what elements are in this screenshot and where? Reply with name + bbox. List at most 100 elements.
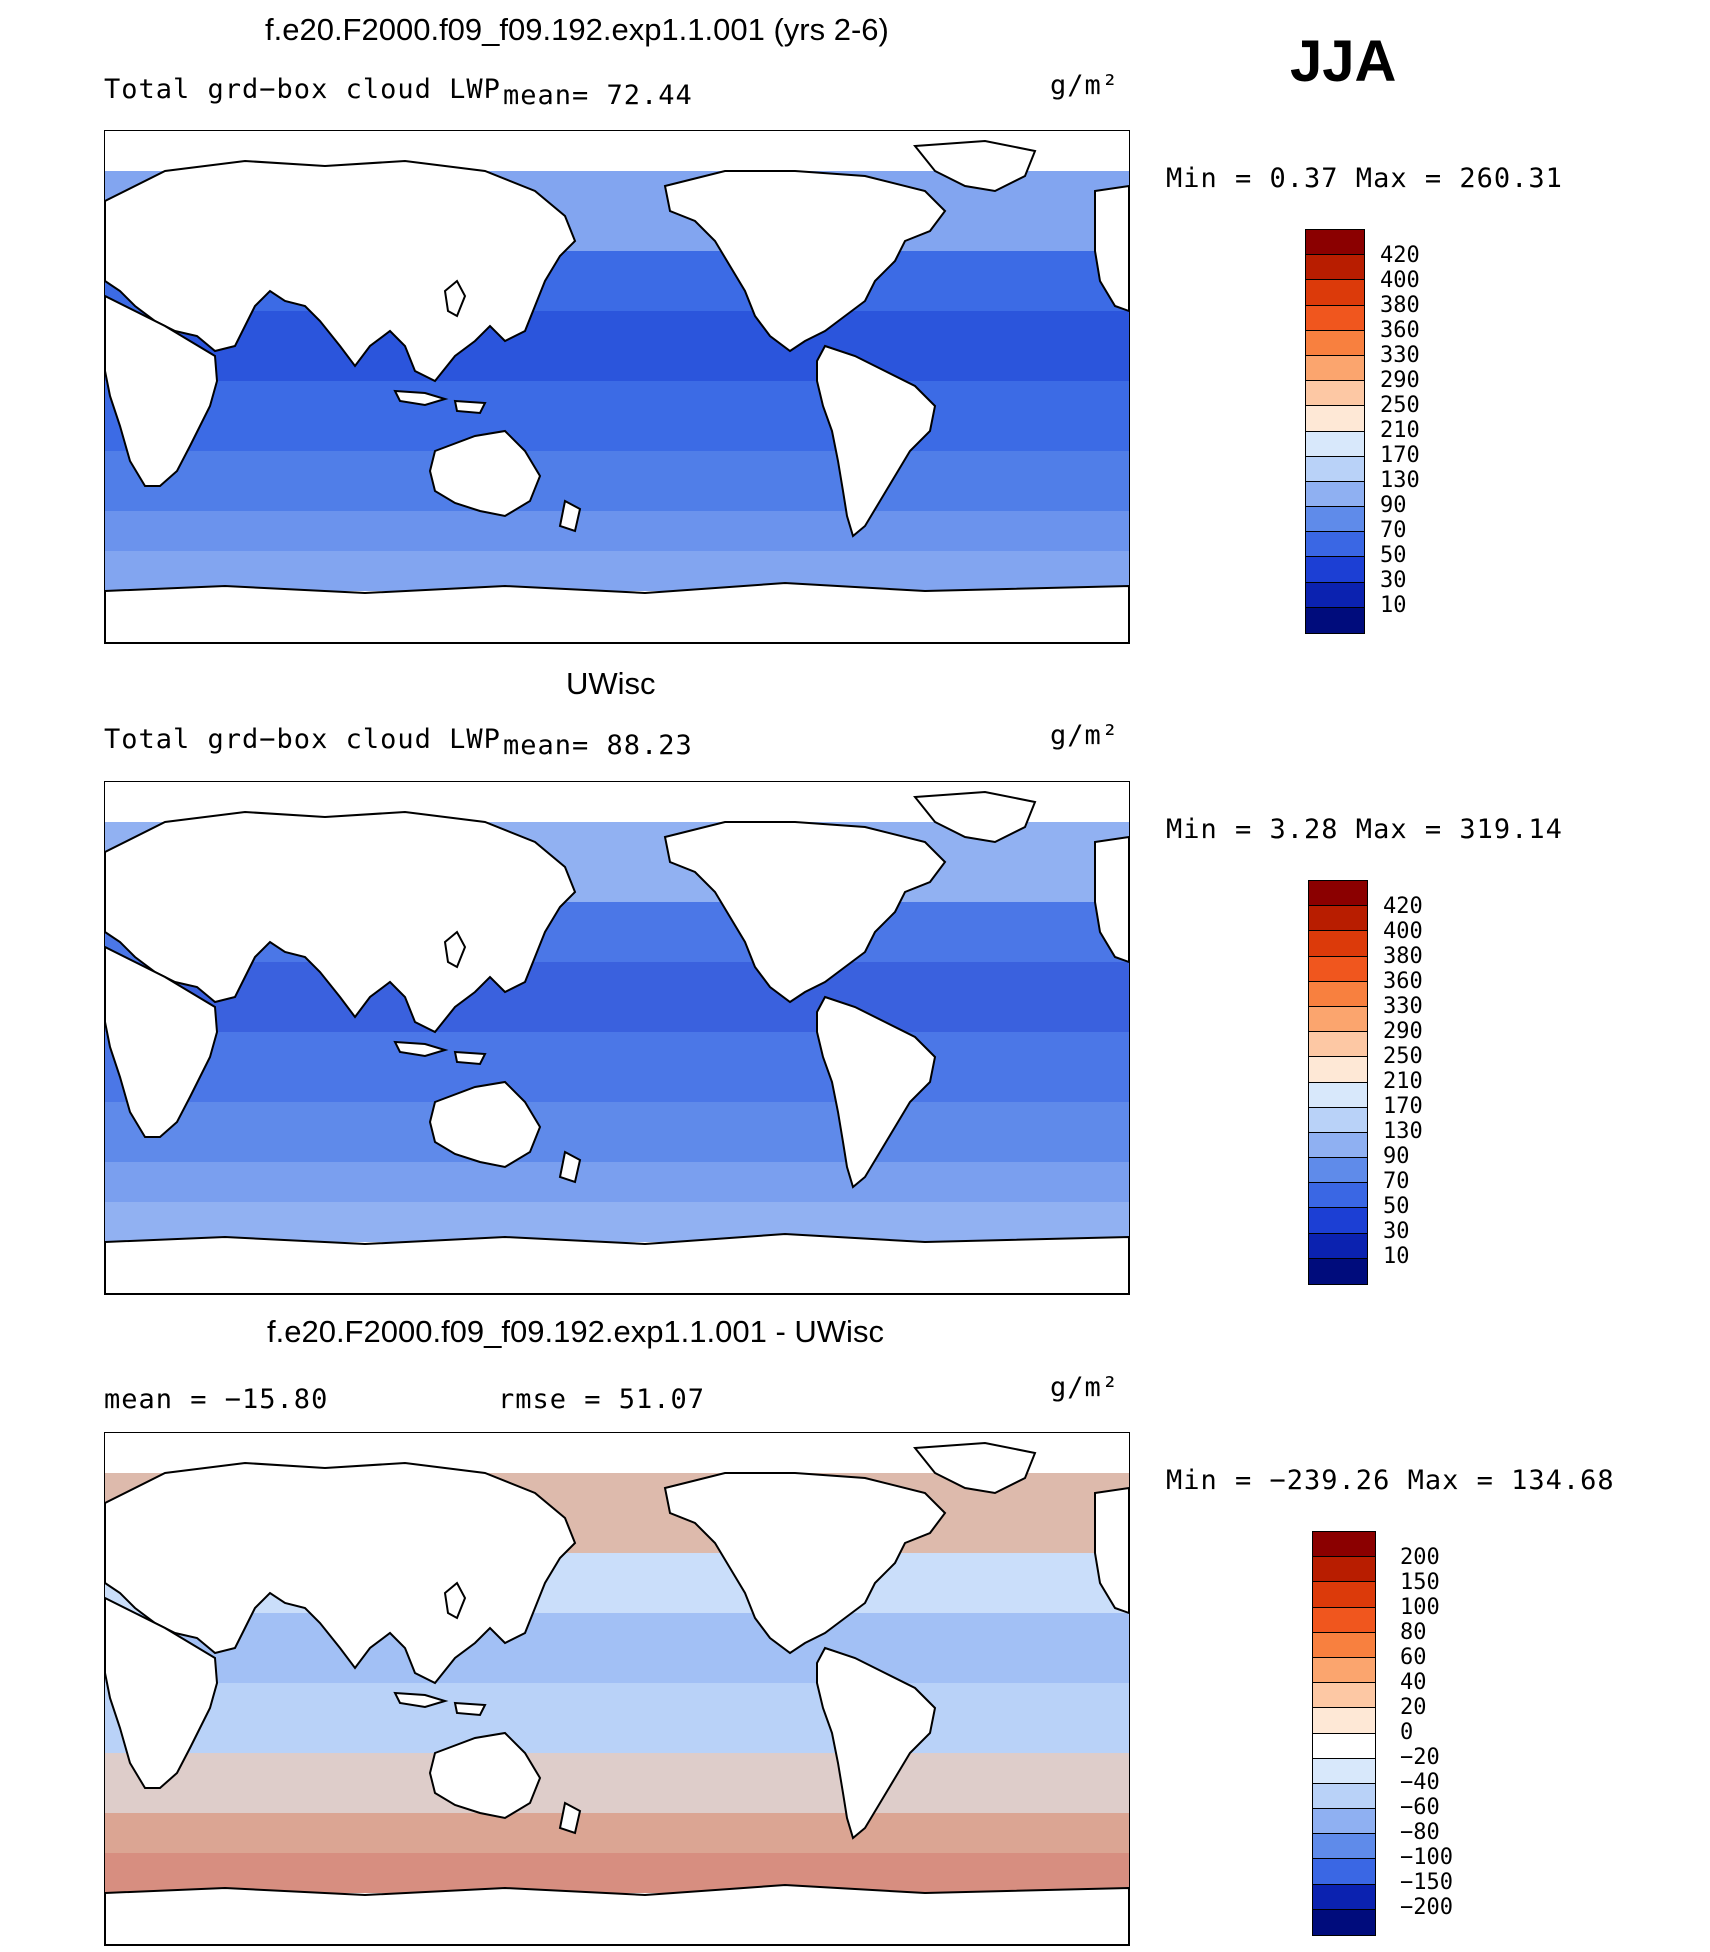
colorbar-swatch <box>1309 881 1367 907</box>
panel2-field-label: Total grd−box cloud LWP <box>104 724 501 755</box>
colorbar-tick-label: 10 <box>1380 593 1407 618</box>
panel3-units: g/m² <box>1050 1372 1120 1403</box>
panel2-minmax: Min = 3.28 Max = 319.14 <box>1166 814 1563 845</box>
panel3-rmse: rmse = 51.07 <box>498 1384 706 1415</box>
continent-outline <box>913 139 1037 193</box>
colorbar-swatch <box>1309 1006 1367 1033</box>
colorbar-swatch <box>1309 1032 1367 1058</box>
colorbar-swatch <box>1313 1758 1375 1784</box>
panel1-map <box>104 130 1130 644</box>
colorbar-swatch <box>1309 1158 1367 1184</box>
colorbar-tick-label: −100 <box>1400 1845 1453 1870</box>
colorbar-swatch <box>1313 1532 1375 1558</box>
colorbar-tick-label: 130 <box>1383 1119 1423 1144</box>
colorbar-swatch <box>1313 1809 1375 1835</box>
colorbar-swatch <box>1309 1258 1367 1284</box>
colorbar-swatch <box>1313 1557 1375 1583</box>
continent-outline <box>453 1701 487 1717</box>
colorbar-swatch <box>1313 1607 1375 1633</box>
panel1-units: g/m² <box>1050 70 1120 101</box>
colorbar-swatch <box>1306 557 1364 583</box>
colorbar-tick-label: 170 <box>1380 443 1420 468</box>
colorbar-tick-label: 50 <box>1380 543 1407 568</box>
panel2-colorbar-labels: 420 400 380 360 330 290 250 210 170 130 90 70 50 30 10 <box>1383 894 1423 1269</box>
field-band <box>105 311 1129 381</box>
field-band <box>105 1032 1129 1102</box>
colorbar-swatch <box>1306 330 1364 356</box>
field-band <box>105 1813 1129 1853</box>
continent-outline <box>105 1883 1129 1945</box>
continent-outline <box>453 1050 487 1066</box>
colorbar-swatch <box>1309 1057 1367 1083</box>
colorbar-swatch <box>1313 1683 1375 1709</box>
continent-outline <box>443 1581 467 1620</box>
field-band <box>105 1102 1129 1162</box>
colorbar-swatch <box>1309 1208 1367 1234</box>
field-band <box>105 1162 1129 1202</box>
colorbar-swatch <box>1313 1582 1375 1608</box>
colorbar-tick-label: 150 <box>1400 1570 1440 1595</box>
colorbar-tick-label: 60 <box>1400 1645 1427 1670</box>
continent-outline <box>105 294 219 487</box>
continent-outline <box>443 279 467 318</box>
colorbar-swatch <box>1313 1884 1375 1910</box>
colorbar-swatch <box>1306 230 1364 256</box>
colorbar-tick-label: 420 <box>1380 243 1420 268</box>
continent-outline <box>105 810 577 1034</box>
colorbar-tick-label: 170 <box>1383 1094 1423 1119</box>
continent-outline <box>913 790 1037 844</box>
colorbar-swatch <box>1306 431 1364 457</box>
colorbar-tick-label: 30 <box>1380 568 1407 593</box>
continent-outline <box>663 170 947 353</box>
field-band <box>105 1613 1129 1683</box>
panel3-title: f.e20.F2000.f09_f09.192.exp1.1.001 - UWi… <box>267 1314 884 1349</box>
continent-outline <box>105 1461 577 1685</box>
colorbar-swatch <box>1309 1233 1367 1259</box>
colorbar-tick-label: 400 <box>1380 268 1420 293</box>
colorbar-tick-label: 50 <box>1383 1194 1410 1219</box>
colorbar-swatch <box>1306 406 1364 432</box>
panel2-units: g/m² <box>1050 720 1120 751</box>
panel3-mean: mean = −15.80 <box>104 1384 329 1415</box>
colorbar-swatch <box>1309 1107 1367 1133</box>
continent-outline <box>816 344 937 538</box>
continent-outline <box>558 1150 582 1184</box>
colorbar-swatch <box>1313 1733 1375 1759</box>
continent-outline <box>393 1691 449 1709</box>
colorbar-swatch <box>1313 1834 1375 1860</box>
panel1-field-label: Total grd−box cloud LWP <box>104 74 501 105</box>
colorbar-tick-label: 100 <box>1400 1595 1440 1620</box>
continent-outline <box>105 1596 219 1789</box>
colorbar-tick-label: 90 <box>1380 493 1407 518</box>
season-label: JJA <box>1290 29 1397 94</box>
field-band <box>105 1753 1129 1813</box>
colorbar-tick-label: 420 <box>1383 894 1423 919</box>
continent-outline <box>1094 184 1129 313</box>
continent-outline <box>663 1472 947 1655</box>
panel2-title: UWisc <box>566 666 656 701</box>
panel3-minmax: Min = −239.26 Max = 134.68 <box>1166 1465 1615 1496</box>
colorbar-tick-label: 10 <box>1383 1244 1410 1269</box>
panel2-mean: mean= 88.23 <box>503 730 693 761</box>
field-band <box>105 551 1129 591</box>
colorbar-tick-label: 20 <box>1400 1695 1427 1720</box>
continent-outline <box>428 429 542 518</box>
colorbar-tick-label: 70 <box>1383 1169 1410 1194</box>
continent-outline <box>663 821 947 1004</box>
colorbar-swatch <box>1306 456 1364 482</box>
continent-outline <box>105 581 1129 643</box>
continent-outline <box>105 1232 1129 1294</box>
colorbar-swatch <box>1309 1132 1367 1159</box>
colorbar-swatch <box>1313 1783 1375 1810</box>
colorbar-swatch <box>1313 1632 1375 1658</box>
colorbar-swatch <box>1306 255 1364 281</box>
colorbar-tick-label: 70 <box>1380 518 1407 543</box>
colorbar-tick-label: 200 <box>1400 1545 1440 1570</box>
panel1-colorbar <box>1305 229 1365 634</box>
colorbar-swatch <box>1313 1909 1375 1935</box>
continent-outline <box>393 1040 449 1058</box>
colorbar-tick-label: 210 <box>1380 418 1420 443</box>
colorbar-swatch <box>1306 481 1364 508</box>
colorbar-swatch <box>1309 1183 1367 1209</box>
colorbar-tick-label: −200 <box>1400 1895 1453 1920</box>
